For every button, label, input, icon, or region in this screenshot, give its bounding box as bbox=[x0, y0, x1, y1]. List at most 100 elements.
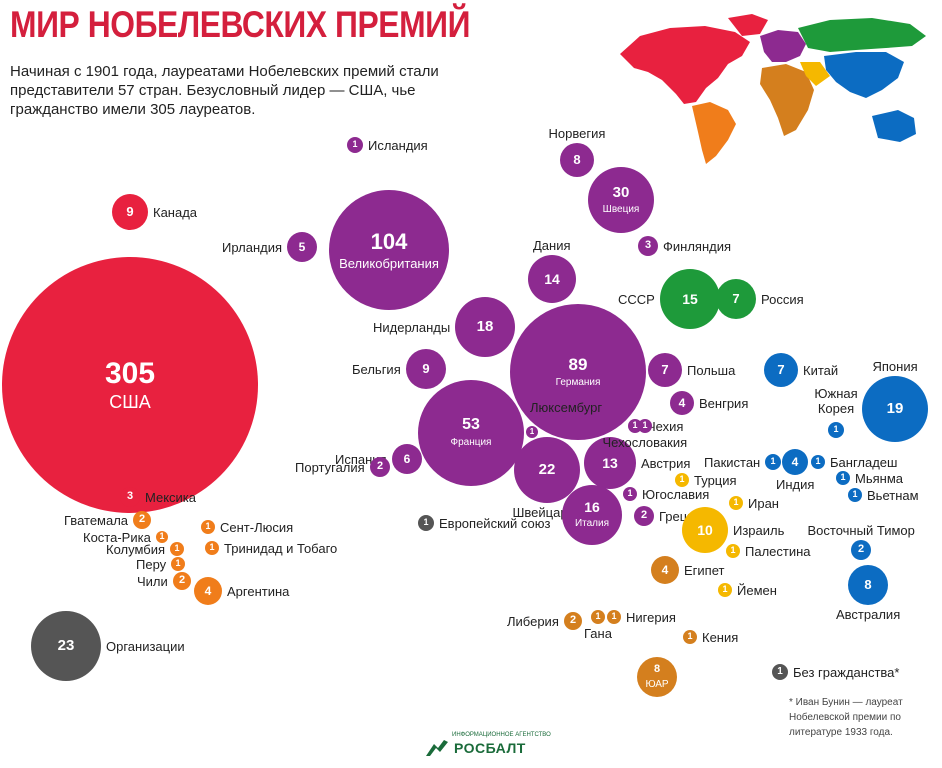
bubble-value: 53 bbox=[462, 416, 480, 434]
bubble-country: США bbox=[109, 392, 151, 413]
bubble-value: 89 bbox=[568, 354, 588, 374]
bubble-iceland: 1 bbox=[347, 137, 363, 153]
bubble-value: 9 bbox=[422, 361, 430, 377]
bubble-chile: 2 bbox=[173, 572, 191, 590]
bubble-value: 18 bbox=[476, 318, 494, 336]
bubble-value: 1 bbox=[209, 542, 215, 553]
bubble-spain: 6 bbox=[392, 444, 422, 474]
bubble-usa: 305 США bbox=[2, 257, 258, 513]
bubble-label: Дания bbox=[533, 238, 571, 253]
bubble-value: 7 bbox=[661, 362, 669, 378]
bubble-value: 4 bbox=[661, 562, 669, 577]
bubble-label: Исландия bbox=[368, 137, 428, 153]
bubble-value: 1 bbox=[611, 611, 617, 622]
bubble-label: Южная Корея bbox=[814, 386, 858, 416]
bubble-value: 1 bbox=[175, 558, 181, 569]
bubble-value: 1 bbox=[730, 545, 736, 556]
bubble-value: 1 bbox=[174, 543, 180, 554]
bubble-label: Пакистан bbox=[704, 454, 761, 470]
bubble-value: 8 bbox=[864, 577, 872, 593]
bubble-label: Либерия bbox=[507, 613, 559, 629]
bubble-mexico: 3 bbox=[120, 487, 140, 507]
bubble-poland: 7 bbox=[648, 353, 682, 387]
bubble-value: 19 bbox=[886, 400, 904, 418]
bubble-label: Португалия bbox=[295, 459, 365, 475]
bubble-organizations: 23 bbox=[31, 611, 101, 681]
bubble-label: Чехословакия bbox=[602, 435, 688, 450]
bubble-label: Палестина bbox=[745, 543, 811, 559]
bubble-label: Норвегия bbox=[548, 126, 606, 141]
bubble-country: Великобритания bbox=[339, 255, 439, 271]
bubble-east-timor: 2 bbox=[851, 540, 871, 560]
bubble-value: 8 bbox=[573, 152, 581, 168]
bubble-iran: 1 bbox=[729, 496, 743, 510]
bubble-label: Индия bbox=[776, 477, 815, 492]
footnote: * Иван Бунин — лауреат Нобелевской преми… bbox=[789, 697, 903, 738]
bubble-belgium: 9 bbox=[406, 349, 446, 389]
bubble-bangladesh: 1 bbox=[811, 455, 825, 469]
bubble-germany: 89 Германия bbox=[510, 304, 646, 440]
bubble-value: 1 bbox=[833, 424, 839, 435]
bubble-label: Канада bbox=[153, 204, 198, 220]
bubble-label: Египет bbox=[684, 562, 725, 578]
bubble-label: Иран bbox=[748, 495, 779, 511]
bubble-label: Австрия bbox=[641, 455, 691, 471]
bubble-label: Бельгия bbox=[352, 361, 401, 377]
bubble-value: 10 bbox=[697, 521, 713, 538]
bubble-value: 2 bbox=[376, 460, 384, 473]
bubble-luxembourg: 1 bbox=[526, 426, 538, 438]
bubble-value: 1 bbox=[815, 456, 821, 467]
bubble-value: 1 bbox=[595, 611, 601, 622]
bubble-value: 13 bbox=[602, 454, 618, 471]
logo-name: РОСБАЛТ bbox=[454, 740, 526, 756]
bubble-value: 7 bbox=[777, 362, 785, 378]
legend-stateless: 1 Без гражданства* bbox=[772, 664, 899, 680]
bubble-portugal: 2 bbox=[370, 457, 390, 477]
logo-mark-icon bbox=[426, 740, 448, 756]
bubble-turkey: 1 bbox=[675, 473, 689, 487]
page-title: МИР НОБЕЛЕВСКИХ ПРЕМИЙ bbox=[10, 4, 471, 45]
bubble-label: Йемен bbox=[737, 582, 777, 598]
bubble-israel: 10 bbox=[682, 507, 728, 553]
bubble-yemen: 1 bbox=[718, 583, 732, 597]
bubble-france: 53 Франция bbox=[418, 380, 524, 486]
bubble-japan: 19 bbox=[862, 376, 928, 442]
map-asia bbox=[824, 52, 904, 98]
bubble-label: Австралия bbox=[836, 607, 901, 622]
bubble-kenya: 1 bbox=[683, 630, 697, 644]
bubble-value: 1 bbox=[159, 531, 165, 542]
map-north-america bbox=[620, 26, 750, 104]
bubble-canada: 9 bbox=[112, 194, 148, 230]
map-europe bbox=[760, 30, 806, 62]
bubble-eu: 1 bbox=[418, 515, 434, 531]
bubble-value: 305 bbox=[104, 356, 156, 390]
bubble-value: 1 bbox=[529, 426, 535, 436]
bubble-liberia: 2 bbox=[564, 612, 582, 630]
bubble-costa-rica: 1 bbox=[156, 531, 168, 543]
bubble-nigeria: 1 bbox=[607, 610, 621, 624]
bubble-switzerland: 22 bbox=[514, 437, 580, 503]
bubble-label: Ирландия bbox=[222, 239, 283, 255]
bubble-australia: 8 bbox=[848, 565, 888, 605]
bubble-value: 8 bbox=[653, 662, 661, 675]
bubble-value: 7 bbox=[732, 291, 740, 307]
bubble-label: Колумбия bbox=[106, 541, 165, 557]
bubble-finland: 3 bbox=[638, 236, 658, 256]
bubble-value: 1 bbox=[423, 517, 429, 528]
bubble-label: Гана bbox=[584, 626, 612, 641]
bubble-value: 1 bbox=[722, 584, 728, 595]
bubble-sweden: 30 Швеция bbox=[588, 167, 654, 233]
bubble-value: 3 bbox=[126, 490, 134, 503]
bubble-netherlands: 18 bbox=[455, 297, 515, 357]
bubble-peru: 1 bbox=[171, 557, 185, 571]
map-greenland bbox=[728, 14, 768, 36]
bubble-label: Финляндия bbox=[663, 238, 732, 254]
bubble-value: 22 bbox=[538, 461, 556, 479]
bubble-value: 30 bbox=[612, 183, 630, 201]
bubble-label: Мексика bbox=[145, 489, 197, 505]
bubble-argentina: 4 bbox=[194, 577, 222, 605]
bubble-uk: 104 Великобритания bbox=[329, 190, 449, 310]
bubble-label: Сент-Люсия bbox=[220, 519, 294, 535]
bubble-myanmar: 1 bbox=[836, 471, 850, 485]
bubble-value: 1 bbox=[627, 488, 633, 499]
